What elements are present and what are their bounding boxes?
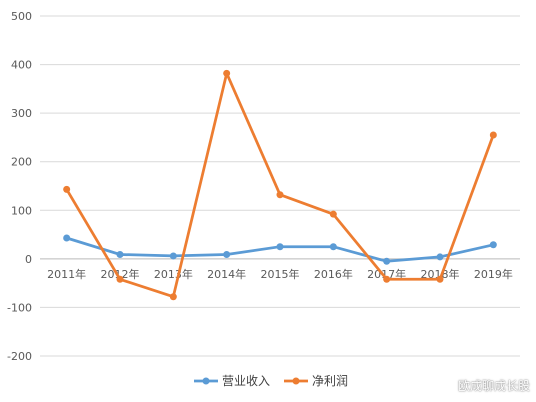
y-tick-label: 500	[11, 10, 32, 23]
y-tick-label: 400	[11, 59, 32, 72]
data-point	[276, 243, 284, 251]
x-tick-label: 2014年	[207, 267, 246, 281]
legend-item: 营业收入	[194, 374, 270, 388]
data-point	[169, 252, 177, 260]
y-tick-label: 100	[11, 204, 32, 217]
x-tick-label: 2012年	[101, 267, 140, 281]
gridlines	[40, 15, 520, 357]
y-tick-label: -100	[7, 301, 32, 314]
data-point	[116, 275, 124, 283]
watermark: 欧成聊成长股	[457, 379, 530, 393]
series-1	[63, 69, 497, 301]
legend-swatch-marker	[292, 377, 300, 385]
y-tick-label: -200	[7, 350, 32, 363]
data-point	[329, 243, 337, 251]
legend-label: 营业收入	[222, 374, 270, 388]
data-point	[116, 250, 124, 258]
data-point	[436, 275, 444, 283]
y-tick-label: 300	[11, 107, 32, 120]
data-point	[63, 185, 71, 193]
y-tick-label: 0	[25, 253, 32, 266]
data-point	[436, 253, 444, 261]
data-point	[383, 257, 391, 265]
x-tick-label: 2017年	[367, 267, 406, 281]
data-point	[489, 131, 497, 139]
data-point	[223, 250, 231, 258]
legend-item: 净利润	[284, 374, 348, 388]
data-point	[63, 234, 71, 242]
data-point	[329, 210, 337, 218]
data-point	[223, 69, 231, 77]
legend: 营业收入 净利润	[194, 374, 348, 388]
y-tick-label: 200	[11, 156, 32, 169]
legend-label: 净利润	[312, 374, 348, 388]
x-tick-label: 2011年	[47, 267, 86, 281]
data-point	[383, 275, 391, 283]
data-point	[169, 293, 177, 301]
x-tick-label: 2018年	[421, 267, 460, 281]
x-tick-label: 2019年	[474, 267, 513, 281]
data-point	[276, 191, 284, 199]
legend-swatch-marker	[202, 377, 210, 385]
x-tick-label: 2016年	[314, 267, 353, 281]
series-group	[63, 69, 497, 301]
x-axis: 2011年 2012年 2013年 2014年 2015年 2016年 2017年 2018年…	[40, 258, 520, 281]
series-0	[63, 234, 497, 265]
data-point	[489, 241, 497, 249]
x-tick-label: 2015年	[261, 267, 300, 281]
y-axis: 500 400 300 200 100 0 -100 -200	[7, 10, 32, 363]
series-line	[65, 71, 495, 299]
x-tick-label: 2013年	[154, 267, 193, 281]
